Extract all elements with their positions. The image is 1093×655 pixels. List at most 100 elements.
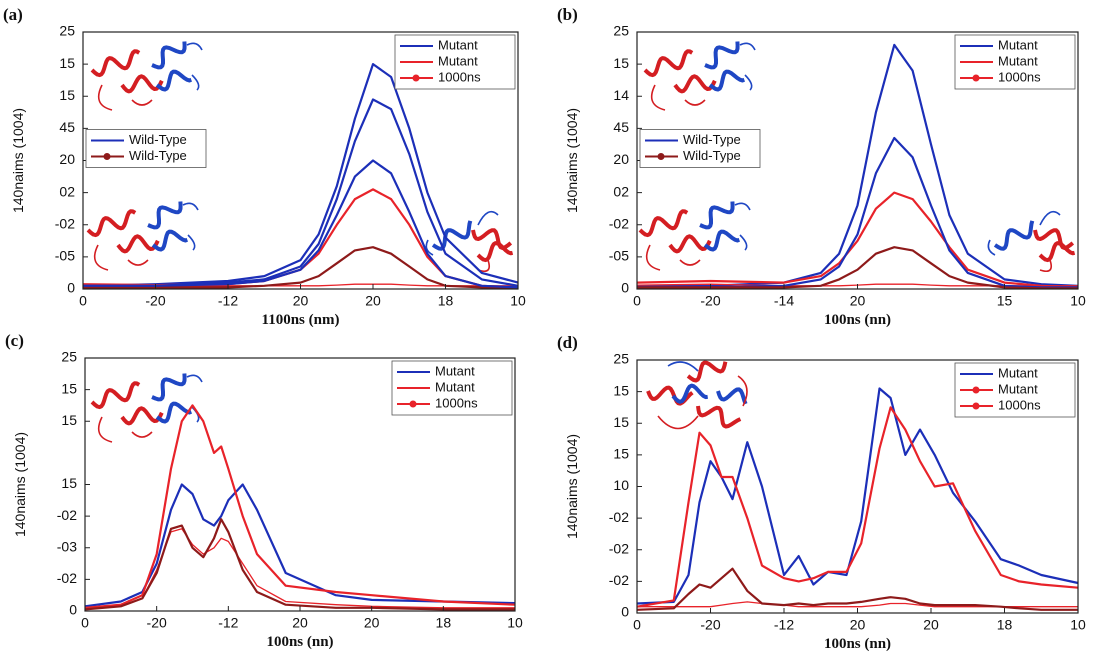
series-line: [637, 136, 1078, 289]
x-tick-label: 0: [81, 615, 89, 631]
molecule-helix: [668, 234, 712, 254]
molecule-helix: [151, 41, 187, 70]
y-tick-label: 15: [61, 475, 77, 491]
y-tick-label: 25: [59, 23, 75, 39]
legend-marker: [412, 74, 420, 82]
x-tick-label: 0: [79, 293, 87, 309]
x-tick-label: 10: [507, 615, 523, 631]
x-tick-label: 18: [436, 615, 452, 631]
legend-marker: [972, 74, 980, 82]
x-tick-label: 10: [1070, 617, 1086, 633]
legend-label: Wild-Type: [129, 132, 187, 147]
x-tick-label: 20: [923, 617, 939, 633]
x-tick-label: 18: [997, 617, 1013, 633]
y-tick-label: 15: [613, 446, 629, 462]
y-tick-label: 15: [59, 87, 75, 103]
legend-label: Mutant: [438, 53, 478, 68]
molecule-coil: [97, 416, 153, 443]
molecule-coil: [657, 375, 748, 430]
molecule-helix: [643, 49, 694, 78]
legend-box: [639, 129, 761, 168]
molecule-helix: [703, 229, 740, 252]
series-line: [82, 62, 519, 287]
molecule-coil: [1039, 259, 1053, 273]
x-tick-label: -12: [218, 293, 238, 309]
x-axis-label: 100ns (nn): [824, 312, 891, 328]
x-tick-label: -20: [700, 617, 720, 633]
legend-marker: [972, 386, 980, 394]
y-tick-label: 02: [59, 183, 75, 199]
y-tick-label: 20: [613, 151, 629, 167]
molecule-coil: [739, 42, 756, 91]
y-tick-label: 15: [61, 380, 77, 396]
molecule-helix: [120, 74, 164, 94]
molecule-helix: [155, 69, 192, 92]
y-tick-label: 15: [59, 55, 75, 71]
molecule-coil: [425, 210, 499, 256]
y-tick-label: -03: [57, 538, 77, 554]
y-tick-label: 25: [61, 349, 77, 365]
series-line: [636, 567, 1078, 611]
x-tick-label: -12: [218, 615, 238, 631]
x-tick-label: 0: [633, 293, 641, 309]
molecule-helix: [116, 234, 160, 254]
legend-label: Mutant: [435, 363, 475, 378]
molecule-coil: [93, 244, 149, 271]
y-tick-label: 45: [613, 119, 629, 135]
molecule-helix: [147, 201, 183, 230]
x-tick-label: 10: [510, 293, 526, 309]
molecule-helix: [638, 209, 689, 238]
y-axis-label: 140naims (1004): [12, 432, 28, 537]
y-tick-label: 15: [613, 55, 629, 71]
legend-label: Mutant: [998, 37, 1038, 52]
molecule-helix: [699, 201, 735, 230]
molecule-helix: [673, 74, 717, 94]
series-line: [84, 483, 516, 608]
x-tick-label: -12: [774, 617, 794, 633]
y-tick-label: -02: [55, 215, 75, 231]
y-tick-label: 25: [613, 23, 629, 39]
molecule-coil: [97, 84, 153, 111]
series-line: [83, 159, 519, 289]
x-tick-label: -20: [145, 293, 165, 309]
series-line: [637, 601, 1078, 608]
y-tick-label: -05: [55, 248, 75, 264]
series-line: [83, 98, 519, 287]
molecule-helix: [90, 49, 141, 78]
series-line: [636, 387, 1079, 605]
y-tick-label: 15: [613, 414, 629, 430]
panel-label: (a): [3, 5, 23, 24]
molecule-helix: [120, 406, 164, 426]
legend-marker: [103, 153, 111, 160]
y-tick-label: 0: [67, 280, 75, 296]
molecule-coil: [987, 210, 1061, 256]
molecule-helix: [671, 383, 708, 404]
x-axis-label: 100ns (nn): [824, 636, 891, 652]
molecule-helix: [1038, 241, 1076, 263]
y-tick-label: 15: [613, 382, 629, 398]
series-line: [84, 518, 515, 611]
molecule-helix: [993, 220, 1035, 251]
molecule-coil: [734, 202, 751, 251]
series-line: [82, 188, 519, 289]
legend-label: 1000ns: [435, 395, 478, 410]
y-tick-label: -02: [57, 570, 77, 586]
x-tick-label: 0: [633, 617, 641, 633]
legend-label: Mutant: [438, 37, 478, 52]
x-tick-label: 20: [850, 617, 866, 633]
molecule-helix: [151, 229, 188, 252]
molecule-helix: [151, 373, 187, 402]
x-tick-label: 20: [850, 293, 866, 309]
legend-label: Mutant: [998, 381, 1038, 396]
y-tick-label: -02: [609, 540, 629, 556]
molecule-coil: [186, 42, 203, 91]
panel-label: (b): [557, 5, 578, 24]
y-tick-label: 10: [613, 477, 629, 493]
x-axis-label: 1100ns (nm): [262, 312, 340, 328]
panel-label: (c): [5, 331, 24, 350]
legend-label: 1000ns: [998, 397, 1041, 412]
y-tick-label: -05: [609, 248, 629, 264]
x-tick-label: 20: [364, 615, 380, 631]
y-tick-label: 15: [61, 412, 77, 428]
legend-box: [85, 129, 207, 168]
